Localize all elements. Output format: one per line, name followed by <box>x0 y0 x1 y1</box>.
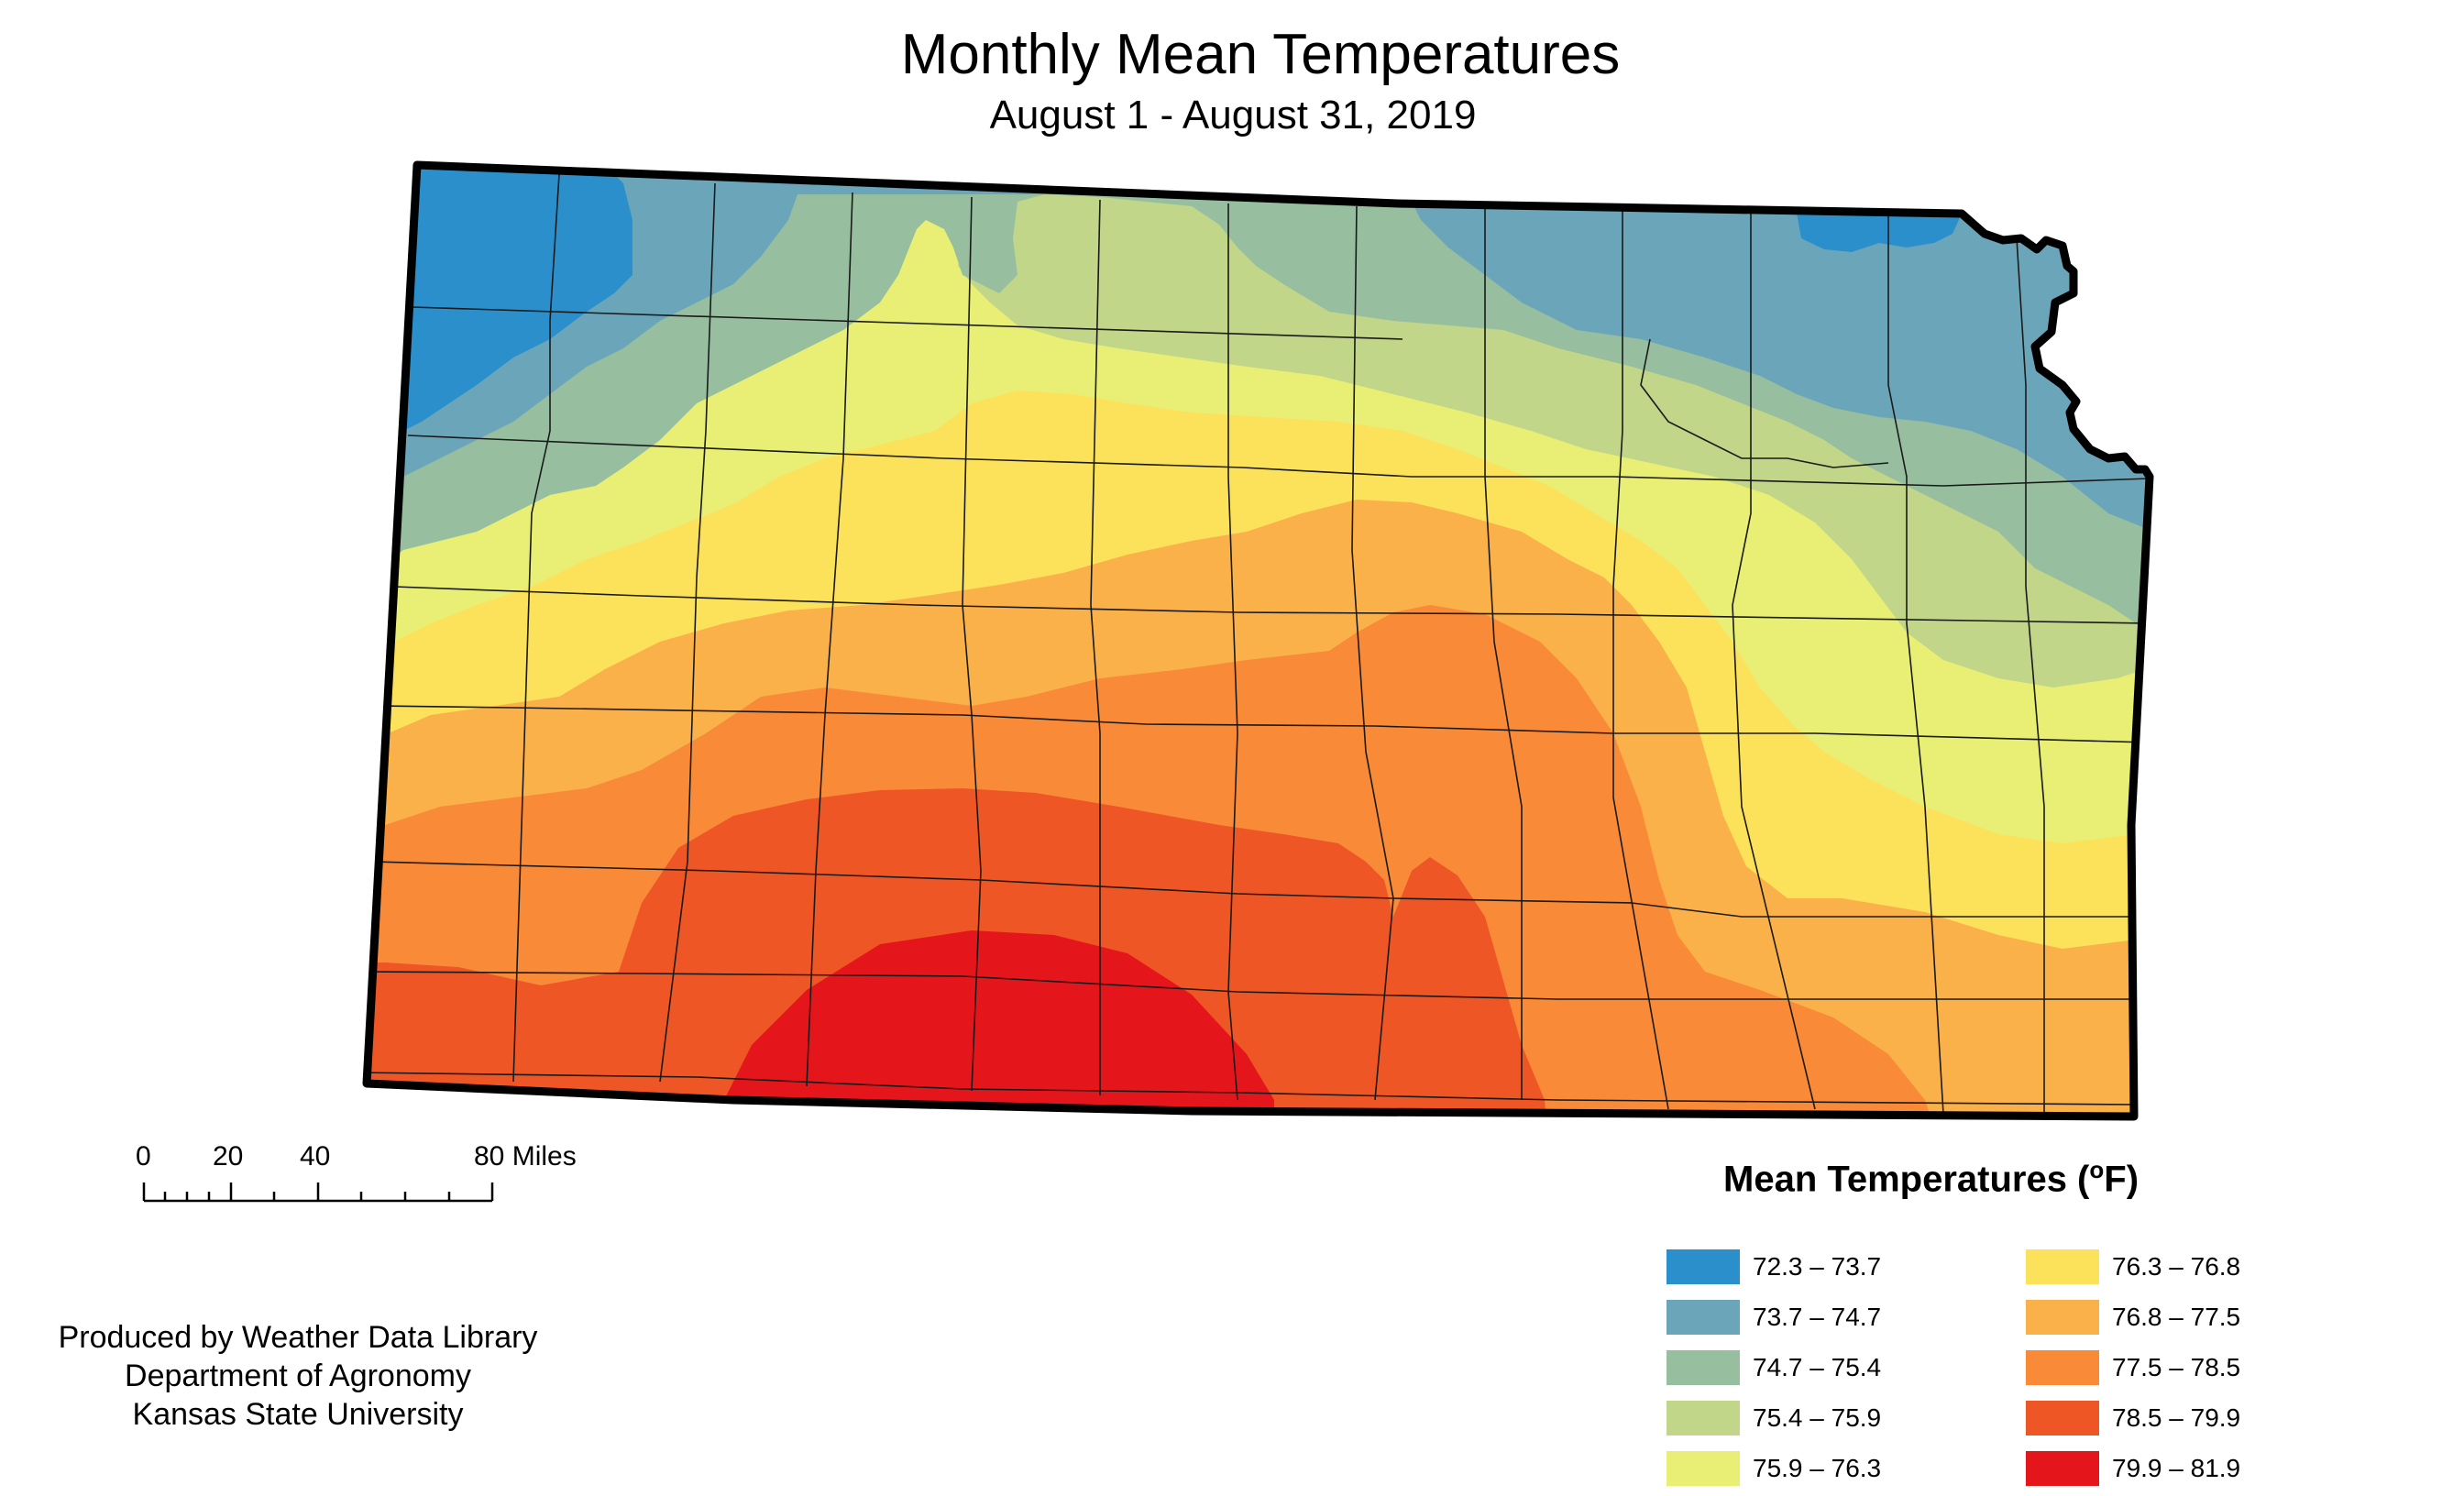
legend-item: 72.3 – 73.7 <box>1666 1247 1881 1287</box>
map-subtitle: August 1 - August 31, 2019 <box>989 93 1477 138</box>
legend-swatch <box>1666 1249 1740 1284</box>
scale-label-0: 0 <box>136 1141 151 1172</box>
temperature-bands <box>367 165 2150 1116</box>
legend-label: 76.3 – 76.8 <box>2112 1252 2241 1281</box>
county-boundaries <box>367 173 2150 1115</box>
legend-label: 75.9 – 76.3 <box>1753 1454 1882 1482</box>
legend-item: 76.8 – 77.5 <box>2026 1297 2240 1337</box>
legend-swatch <box>2026 1451 2099 1486</box>
legend-item: 77.5 – 78.5 <box>2026 1348 2240 1388</box>
legend-swatch <box>2026 1401 2099 1436</box>
legend-item: 73.7 – 74.7 <box>1666 1297 1881 1337</box>
legend-swatch <box>1666 1300 1740 1335</box>
legend-item: 76.3 – 76.8 <box>2026 1247 2240 1287</box>
legend-item: 74.7 – 75.4 <box>1666 1348 1881 1388</box>
credits: Produced by Weather Data Library Departm… <box>37 1318 559 1434</box>
legend-label: 78.5 – 79.9 <box>2112 1403 2241 1432</box>
legend-swatch <box>1666 1401 1740 1436</box>
legend-label: 77.5 – 78.5 <box>2112 1353 2241 1381</box>
legend-item: 75.4 – 75.9 <box>1666 1398 1881 1438</box>
band-72-3-73-7-ne <box>1797 213 1962 252</box>
legend-swatch <box>1666 1451 1740 1486</box>
credit-line: Produced by Weather Data Library <box>58 1320 538 1355</box>
legend-label: 74.7 – 75.4 <box>1753 1353 1882 1381</box>
scale-label-20: 20 <box>213 1141 244 1172</box>
band-73-7-74-7 <box>367 165 2150 550</box>
scale-label-40: 40 <box>300 1141 331 1172</box>
legend-label: 79.9 – 81.9 <box>2112 1454 2241 1482</box>
credit-line: Kansas State University <box>132 1397 464 1432</box>
legend-swatch <box>2026 1300 2099 1335</box>
legend-label: 75.4 – 75.9 <box>1753 1403 1882 1432</box>
legend-item: 75.9 – 76.3 <box>1666 1448 1881 1489</box>
legend-item: 78.5 – 79.9 <box>2026 1398 2240 1438</box>
legend-label: 76.8 – 77.5 <box>2112 1303 2241 1331</box>
kansas-state-border <box>362 160 2154 1121</box>
band-72-3-73-7 <box>367 165 632 431</box>
legend-item: 79.9 – 81.9 <box>2026 1448 2240 1489</box>
scale-label-80-miles: 80 Miles <box>474 1141 577 1172</box>
credit-line: Department of Agronomy <box>125 1358 471 1393</box>
legend-label: 72.3 – 73.7 <box>1753 1252 1882 1281</box>
legend-swatch <box>2026 1350 2099 1385</box>
legend-swatch <box>1666 1350 1740 1385</box>
legend-swatch <box>2026 1249 2099 1284</box>
legend-title: Mean Temperatures (oF) <box>1723 1156 2140 1200</box>
legend-label: 73.7 – 74.7 <box>1753 1303 1882 1331</box>
map-title: Monthly Mean Temperatures <box>900 23 1621 86</box>
